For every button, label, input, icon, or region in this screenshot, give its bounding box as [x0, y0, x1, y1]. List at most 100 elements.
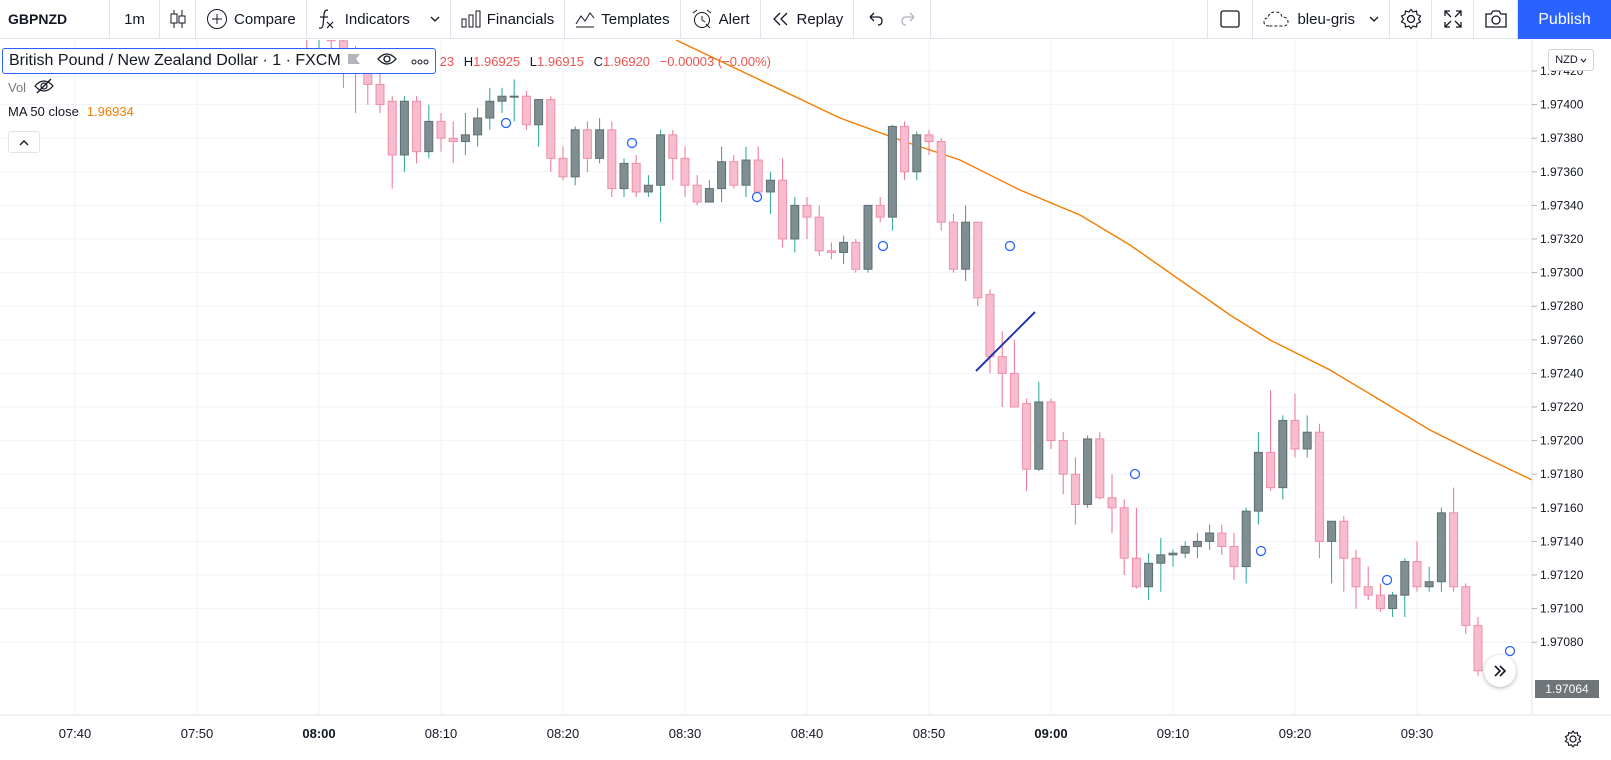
- candle-up[interactable]: [424, 120, 434, 153]
- candle-down[interactable]: [1009, 372, 1019, 408]
- candle-up[interactable]: [741, 159, 751, 186]
- event-marker-icon[interactable]: [500, 117, 512, 129]
- candle-down[interactable]: [778, 179, 788, 240]
- candle-down[interactable]: [1473, 624, 1483, 672]
- alert-button[interactable]: Alert: [681, 0, 761, 39]
- candle-up[interactable]: [1156, 554, 1166, 564]
- candle-up[interactable]: [1205, 532, 1215, 542]
- candle-up[interactable]: [656, 134, 666, 186]
- candle-up[interactable]: [1144, 562, 1154, 588]
- candle-down[interactable]: [985, 293, 995, 358]
- candle-down[interactable]: [448, 137, 458, 143]
- candle-up[interactable]: [1192, 540, 1202, 547]
- candle-up[interactable]: [1168, 552, 1178, 556]
- candle-up[interactable]: [460, 134, 470, 143]
- candle-up[interactable]: [1388, 594, 1398, 610]
- candle-down[interactable]: [875, 204, 885, 218]
- candle-down[interactable]: [1461, 586, 1471, 626]
- candle-down[interactable]: [851, 241, 861, 270]
- candle-down[interactable]: [1314, 431, 1324, 542]
- candle-up[interactable]: [704, 188, 714, 203]
- eye-hidden-icon[interactable]: [34, 78, 54, 97]
- candle-down[interactable]: [546, 99, 556, 159]
- candle-down[interactable]: [631, 162, 641, 193]
- candle-up[interactable]: [1180, 545, 1190, 554]
- candle-down[interactable]: [1217, 532, 1227, 547]
- symbol-search-button[interactable]: GBPNZD: [0, 0, 110, 39]
- candle-down[interactable]: [1107, 497, 1117, 509]
- event-marker-icon[interactable]: [1504, 645, 1516, 657]
- candle-down[interactable]: [668, 134, 678, 159]
- candle-up[interactable]: [961, 221, 971, 270]
- candle-up[interactable]: [863, 204, 873, 270]
- layout-name-button[interactable]: bleu-gris: [1253, 0, 1390, 39]
- candle-down[interactable]: [1058, 440, 1068, 475]
- interval-button[interactable]: 1m: [110, 0, 160, 39]
- candle-down[interactable]: [814, 216, 824, 252]
- price-chart[interactable]: 1.974201.974001.973801.973601.973401.973…: [0, 20, 1611, 755]
- event-marker-icon[interactable]: [1255, 545, 1267, 557]
- candle-down[interactable]: [607, 129, 617, 190]
- candle-up[interactable]: [619, 162, 629, 190]
- candle-up[interactable]: [534, 99, 544, 126]
- candle-down[interactable]: [1266, 451, 1276, 489]
- candle-up[interactable]: [1327, 520, 1337, 542]
- undo-icon[interactable]: [868, 12, 884, 26]
- candle-up[interactable]: [1302, 431, 1312, 450]
- chart-type-button[interactable]: [160, 0, 196, 39]
- candle-up[interactable]: [595, 129, 605, 159]
- publish-button[interactable]: Publish: [1518, 0, 1611, 39]
- event-marker-icon[interactable]: [1381, 574, 1393, 586]
- candle-down[interactable]: [1095, 438, 1105, 499]
- flag-icon[interactable]: [347, 52, 361, 70]
- scroll-to-realtime-button[interactable]: [1484, 655, 1516, 687]
- candle-up[interactable]: [790, 204, 800, 240]
- candle-up[interactable]: [765, 179, 775, 193]
- candle-down[interactable]: [802, 204, 812, 218]
- indicators-button[interactable]: Indicators: [307, 0, 451, 39]
- candle-down[interactable]: [900, 125, 910, 173]
- candle-up[interactable]: [887, 125, 897, 218]
- candle-down[interactable]: [1363, 586, 1373, 596]
- candle-down[interactable]: [1046, 401, 1056, 442]
- candle-up[interactable]: [1278, 419, 1288, 489]
- candle-down[interactable]: [1412, 561, 1422, 588]
- candle-down[interactable]: [582, 129, 592, 159]
- axis-settings-button[interactable]: [1561, 729, 1585, 753]
- legend-volume-row[interactable]: Vol: [8, 78, 54, 97]
- candle-down[interactable]: [692, 184, 702, 203]
- event-marker-icon[interactable]: [751, 191, 763, 203]
- candle-down[interactable]: [1339, 520, 1349, 559]
- candle-up[interactable]: [839, 241, 849, 253]
- candle-up[interactable]: [1400, 561, 1410, 596]
- event-marker-icon[interactable]: [626, 137, 638, 149]
- candle-up[interactable]: [570, 129, 580, 178]
- candle-up[interactable]: [643, 184, 653, 193]
- financials-button[interactable]: Financials: [451, 0, 566, 39]
- snapshot-button[interactable]: [1474, 0, 1518, 39]
- candle-down[interactable]: [1375, 594, 1385, 610]
- candle-down[interactable]: [558, 157, 568, 178]
- fullscreen-button[interactable]: [1432, 0, 1474, 39]
- candle-down[interactable]: [375, 83, 385, 106]
- candle-down[interactable]: [936, 141, 946, 223]
- candle-down[interactable]: [1290, 419, 1300, 450]
- candle-up[interactable]: [485, 100, 495, 119]
- candle-up[interactable]: [1436, 512, 1446, 583]
- more-icon[interactable]: [411, 52, 429, 70]
- candle-down[interactable]: [753, 159, 763, 193]
- candle-down[interactable]: [1119, 507, 1129, 559]
- candle-down[interactable]: [521, 95, 531, 126]
- trend-line-drawing[interactable]: [975, 311, 1036, 372]
- candle-down[interactable]: [997, 356, 1007, 374]
- candle-up[interactable]: [509, 95, 519, 98]
- candle-up[interactable]: [1241, 510, 1251, 568]
- candle-down[interactable]: [326, 28, 336, 42]
- candle-up[interactable]: [497, 95, 507, 102]
- eye-icon[interactable]: [376, 52, 397, 71]
- event-marker-icon[interactable]: [1129, 468, 1141, 480]
- candle-down[interactable]: [1070, 473, 1080, 505]
- legend-ma-row[interactable]: MA 50 close 1.96934: [8, 104, 134, 119]
- compare-button[interactable]: Compare: [196, 0, 307, 39]
- replay-button[interactable]: Replay: [761, 0, 855, 39]
